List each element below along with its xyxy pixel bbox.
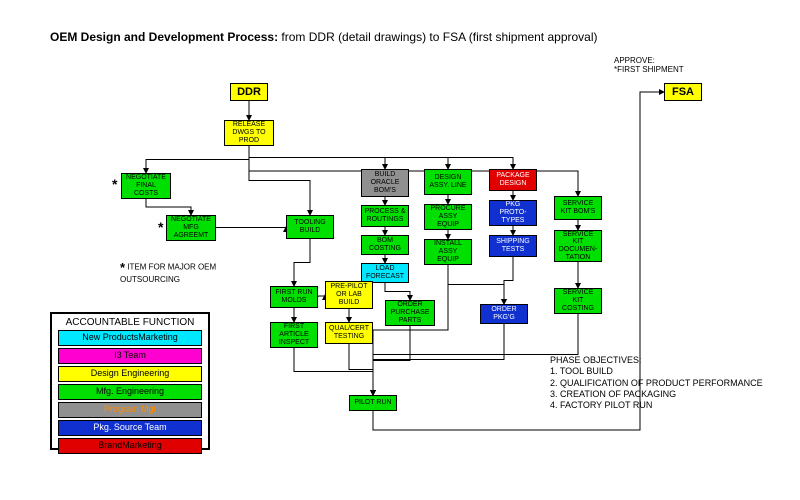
node-buildbom: BUILD ORACLE BOM'S [361, 169, 409, 197]
node-qualcert: QUAL/CERT TESTING [325, 322, 373, 344]
edge-shiptest-orderpkg [504, 257, 513, 304]
node-procrout: PROCESS & ROUTINGS [361, 205, 409, 227]
node-negmfg: NEGOTIATE MFG AGREEMT [166, 215, 216, 241]
node-pkgproto: PKG PROTO-TYPES [489, 200, 537, 226]
node-negcost: NEGOTIATE FINAL COSTS [121, 173, 171, 199]
objectives-heading: PHASE OBJECTIVES: [550, 355, 770, 366]
node-loadfc: LOAD FORECAST [361, 263, 409, 283]
outsource-star-1: * [112, 176, 117, 192]
objective-3: 4. FACTORY PILOT RUN [550, 400, 770, 411]
edge-release-negcost [146, 146, 249, 173]
legend-row-3: Mfg. Engineering [58, 384, 202, 400]
footnote-symbol: * [120, 260, 125, 275]
legend-row-4: Program Mgt [58, 402, 202, 418]
edge-orderpkg-pilot [373, 324, 504, 395]
legend-title: ACCOUNTABLE FUNCTION [52, 314, 208, 330]
node-release: RELEASE DWGS TO PROD [224, 120, 274, 146]
edge-negcost-negmfg [146, 199, 191, 215]
node-bomcost: BOM COSTING [361, 235, 409, 255]
node-firstmold: FIRST RUN MOLDS [270, 286, 318, 308]
legend-row-2: Design Engineering [58, 366, 202, 382]
edge-firstmold-prepilot [318, 295, 325, 297]
node-svcbom: SERVICE KIT BOM'S [554, 196, 602, 220]
edge-release-pkgdes [249, 146, 513, 169]
node-pilot: PILOT RUN [349, 395, 397, 411]
node-svccost: SERVICE KIT COSTING [554, 288, 602, 314]
legend: ACCOUNTABLE FUNCTION New ProductsMarketi… [50, 312, 210, 450]
node-fai: FIRST ARTICLE INSPECT [270, 322, 318, 348]
objective-1: 2. QUALIFICATION OF PRODUCT PERFORMANCE [550, 378, 770, 389]
edge-release-tooling [249, 146, 310, 215]
node-prepilot: PRE-PILOT OR LAB BUILD [325, 281, 373, 309]
edge-negmfg-tooling [216, 227, 286, 228]
node-pkgdes: PACKAGE DESIGN [489, 169, 537, 191]
edge-fai-pilot [294, 348, 373, 395]
edge-qualcert-pilot [349, 344, 373, 395]
node-orderpkg: ORDER PKG'G [480, 304, 528, 324]
edge-install-orderpkg [448, 265, 504, 304]
edge-loadfc-orderpts [385, 283, 410, 300]
edge-install-pilot [373, 265, 448, 395]
node-fsa: FSA [664, 83, 702, 101]
footnote: * ITEM FOR MAJOR OEM OUTSOURCING [120, 260, 240, 284]
phase-objectives: PHASE OBJECTIVES: 1. TOOL BUILD2. QUALIF… [550, 355, 770, 411]
edge-orderpts-pilot [373, 326, 410, 395]
legend-row-0: New ProductsMarketing [58, 330, 202, 346]
node-install: INSTALL ASSY EQUIP [424, 239, 472, 265]
edge-tooling-firstmold [294, 239, 310, 286]
footnote-text: ITEM FOR MAJOR OEM OUTSOURCING [120, 263, 216, 284]
objective-2: 3. CREATION OF PACKAGING [550, 389, 770, 400]
node-procure: PROCURE ASSY EQUIP [424, 204, 472, 230]
flowchart-canvas: OEM Design and Development Process: from… [0, 0, 800, 500]
outsource-star-2: * [158, 219, 163, 235]
node-designal: DESIGN ASSY. LINE [424, 169, 472, 195]
legend-row-5: Pkg. Source Team [58, 420, 202, 436]
legend-row-6: BrandMarketing [58, 438, 202, 454]
node-tooling: TOOLING BUILD [286, 215, 334, 239]
node-shiptest: SHIPPING TESTS [489, 235, 537, 257]
edge-svccost-pilot [373, 314, 578, 395]
objective-0: 1. TOOL BUILD [550, 366, 770, 377]
node-orderpts: ORDER PURCHASE PARTS [385, 300, 435, 326]
legend-row-1: I3 Team [58, 348, 202, 364]
node-ddr: DDR [230, 83, 268, 101]
node-svcdoc: SERVICE KIT DOCUMEN-TATION [554, 230, 602, 262]
